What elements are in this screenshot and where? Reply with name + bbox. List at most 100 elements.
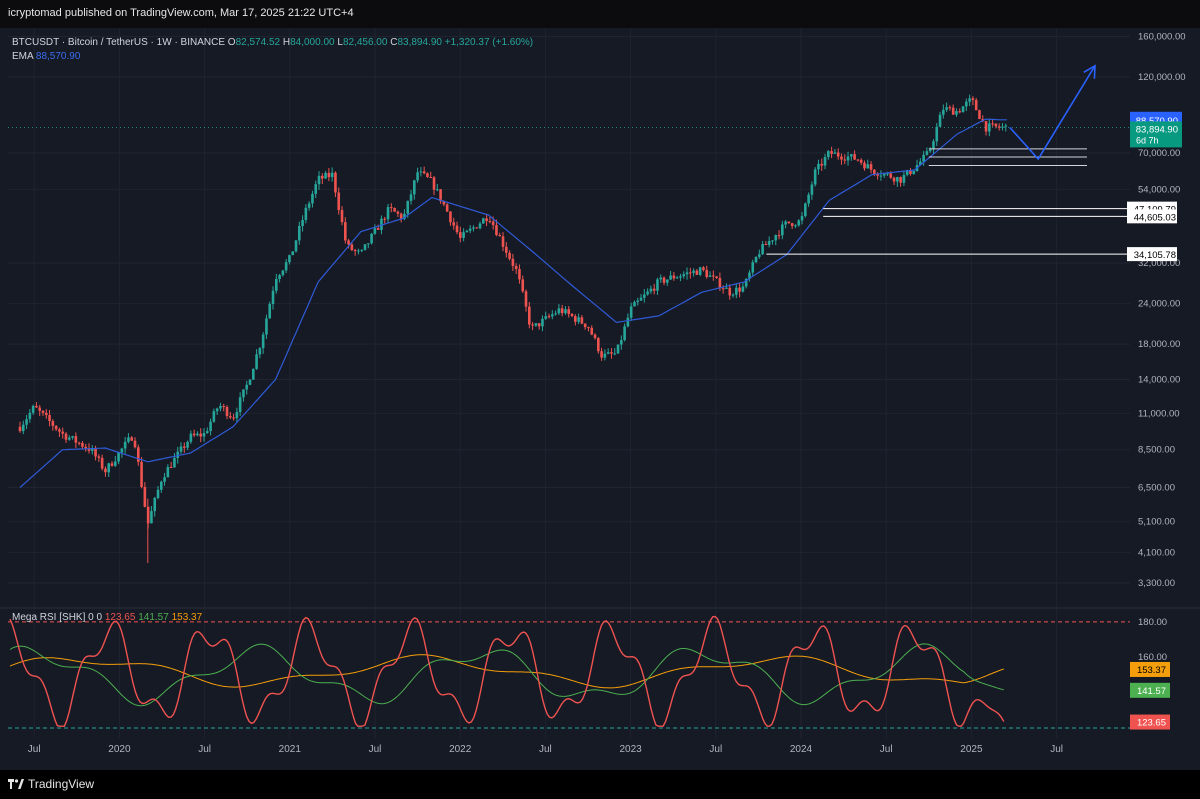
chart-canvas[interactable]: 160,000.00 120,000.00 70,000.00 54,000.00 32… [0,28,1200,770]
candle-body [38,407,42,411]
candle-body [692,270,695,273]
candle-body [534,323,538,326]
candle-body [380,218,383,230]
candle-body [905,170,909,175]
rsi-params: 0 0 [88,612,103,623]
candle-body [370,233,373,244]
candle-body [35,405,38,408]
candle-body [113,461,117,466]
candle-body [945,107,948,110]
candle-body [248,379,252,385]
candle-body [485,218,488,222]
candle-body [767,240,771,245]
candle-body [902,174,906,183]
candle-body [212,411,216,422]
candle-body [672,275,676,279]
candle-body [136,447,140,462]
countdown-label: 6d 7h [1136,135,1159,145]
candle-body [863,162,866,169]
candle-body [482,218,485,224]
candle-body [777,235,781,237]
candle-body [399,213,403,219]
candle-body [291,251,295,256]
candle-body [531,324,534,326]
candle-body [938,114,942,127]
candle-body [225,406,229,417]
candle-body [505,246,508,253]
candle-body [501,236,505,247]
candle-body [110,463,114,466]
candle-body [307,203,311,208]
candle-body [590,327,594,335]
rsi-tick-label: 160.00 [1138,652,1167,663]
price-tick-label: 120,000.00 [1138,72,1186,83]
candle-body [445,204,449,212]
candle-body [833,152,837,154]
candle-body [928,149,932,152]
candle-body [971,98,975,101]
candle-body [623,326,626,341]
candle-body [107,463,111,473]
candle-body [896,177,899,182]
candle-body [87,448,91,451]
candle-body [886,173,889,175]
candle-body [459,232,462,238]
candle-body [199,433,203,437]
candle-body [583,323,587,328]
ohlc-l-label: L [337,37,343,48]
candle-body [209,421,212,432]
candle-body [593,334,597,339]
candle-body [468,228,472,231]
candle-body [997,126,1001,128]
candle-body [205,431,209,434]
candle-body [741,286,745,292]
candle-body [274,279,278,291]
candle-body [669,275,672,280]
candle-body [639,297,643,301]
candle-body [488,221,492,223]
candle-body [90,448,94,451]
price-tick-label: 4,100.00 [1138,547,1175,558]
candle-body [182,446,186,448]
candle-body [261,334,265,349]
candle-body [511,258,515,266]
candle-body [462,232,465,238]
candle-body [570,313,574,317]
support-level-tag [1127,209,1177,224]
candle-body [682,274,686,277]
candle-body [321,175,324,179]
candle-body [649,288,653,292]
candle-body [718,277,722,289]
tradingview-logo[interactable]: TradingView [8,777,94,791]
rsi-value-label: 141.57 [1137,686,1166,697]
candle-body [21,424,25,432]
candle-body [521,279,525,292]
candle-body [603,353,607,358]
candle-body [357,250,360,252]
candle-body [508,252,511,259]
ohlc-o-label: O [227,37,236,48]
candle-body [685,272,689,275]
candle-body [173,457,176,468]
rsi-name: Mega RSI [SHK] [12,612,86,623]
rsi-value-2: 141.57 [138,612,169,623]
candle-body [44,412,48,416]
chart-area[interactable]: 160,000.00 120,000.00 70,000.00 54,000.00 32… [0,28,1200,770]
candle-body [475,227,479,229]
ohlc-c-label: C [390,37,398,48]
ohlc-l-value: 82,456.00 [342,37,388,48]
candle-body [659,277,663,280]
candle-body [932,141,935,150]
candle-body [271,290,275,304]
candle-body [104,468,107,473]
price-tick-label: 32,000.00 [1138,258,1180,269]
candle-body [541,318,544,327]
candle-body [774,235,778,241]
candle-body [294,240,298,252]
candle-body [626,317,630,327]
rsi-legend: Mega RSI [SHK] 0 0 123.65 141.57 153.37 [12,612,202,623]
candle-body [712,275,715,277]
candle-body [876,173,879,176]
candle-body [117,452,120,462]
candle-body [51,421,55,426]
